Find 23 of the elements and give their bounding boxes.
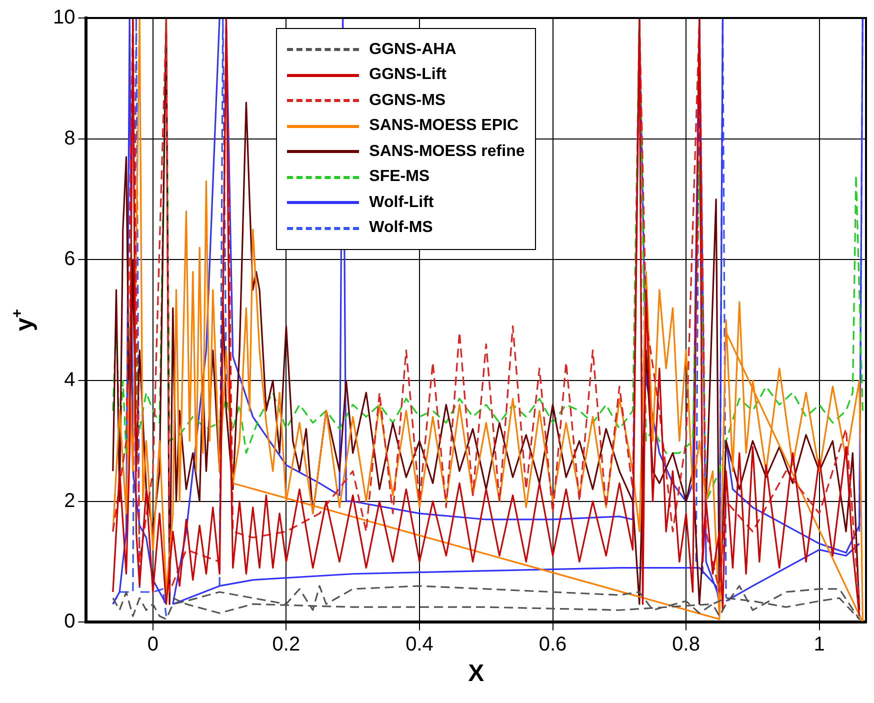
- legend-label: GGNS-AHA: [369, 40, 456, 59]
- y-axis-title: y+: [9, 308, 38, 332]
- legend-label: Wolf-Lift: [369, 194, 434, 212]
- legend-label: SANS-MOESS refine: [369, 142, 525, 161]
- line-series: [112, 585, 860, 620]
- x-tick-label: 1: [814, 634, 825, 656]
- x-tick-label: 0.6: [538, 634, 567, 656]
- x-axis-title: X: [468, 660, 484, 688]
- x-tick-label: 0.2: [272, 634, 300, 656]
- x-tick-label: 0.4: [406, 634, 434, 656]
- legend-label: SFE-MS: [369, 168, 430, 186]
- legend-label: Wolf-MS: [369, 219, 433, 238]
- legend-label: GGNS-MS: [369, 92, 446, 110]
- y-tick-label: 10: [52, 6, 76, 29]
- y-tick-label: 8: [64, 127, 76, 150]
- y-tick-label: 6: [64, 248, 76, 270]
- y-tick-label: 2: [64, 490, 76, 512]
- y-tick-label: 4: [64, 369, 76, 392]
- x-tick-label: 0.8: [672, 634, 700, 656]
- x-tick-label: 0: [147, 634, 158, 656]
- y-tick-label: 0: [64, 610, 76, 633]
- legend-label: SANS-MOESS EPIC: [369, 117, 519, 136]
- legend-label: GGNS-Lift: [369, 66, 446, 84]
